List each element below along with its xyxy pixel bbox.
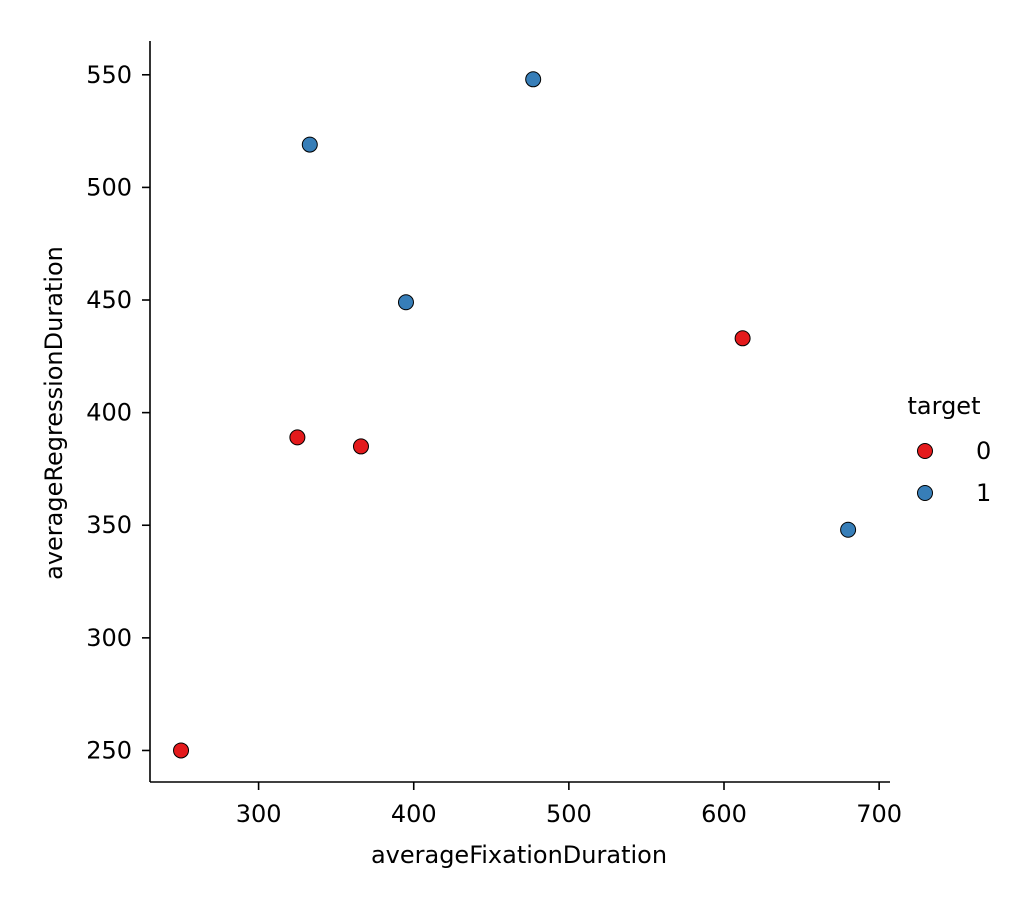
x-tick-label: 400 <box>391 800 437 828</box>
y-tick-label: 400 <box>86 399 132 427</box>
data-point-target-1 <box>525 71 542 88</box>
y-tick-label: 300 <box>86 624 132 652</box>
legend: target 01 <box>908 392 992 507</box>
legend-entries: 01 <box>917 437 991 507</box>
y-axis-title: averageRegressionDuration <box>40 246 68 580</box>
y-tick-label: 550 <box>86 61 132 89</box>
data-point-target-0 <box>289 429 306 446</box>
x-axis-title: averageFixationDuration <box>371 841 667 869</box>
points-layer <box>173 71 857 759</box>
x-tick-label: 600 <box>701 800 747 828</box>
ticks-layer: 300 400 500 600 700 250 300 350 400 450 500 550 <box>86 61 902 828</box>
x-tick-label: 700 <box>856 800 902 828</box>
legend-marker-0 <box>917 443 933 459</box>
x-tick-label: 300 <box>236 800 282 828</box>
y-tick-label: 250 <box>86 736 132 764</box>
legend-label-1: 1 <box>976 479 991 507</box>
data-point-target-0 <box>734 330 751 347</box>
y-tick-label: 350 <box>86 511 132 539</box>
y-tick-label: 450 <box>86 286 132 314</box>
legend-title: target <box>908 392 981 420</box>
x-tick-label: 500 <box>546 800 592 828</box>
legend-marker-1 <box>917 485 933 501</box>
data-point-target-0 <box>173 742 190 759</box>
axes-layer <box>149 41 890 783</box>
data-point-target-1 <box>840 521 857 538</box>
data-point-target-1 <box>301 136 318 153</box>
y-tick-label: 500 <box>86 173 132 201</box>
data-point-target-0 <box>352 438 369 455</box>
legend-label-0: 0 <box>976 437 991 465</box>
data-point-target-1 <box>397 294 414 311</box>
